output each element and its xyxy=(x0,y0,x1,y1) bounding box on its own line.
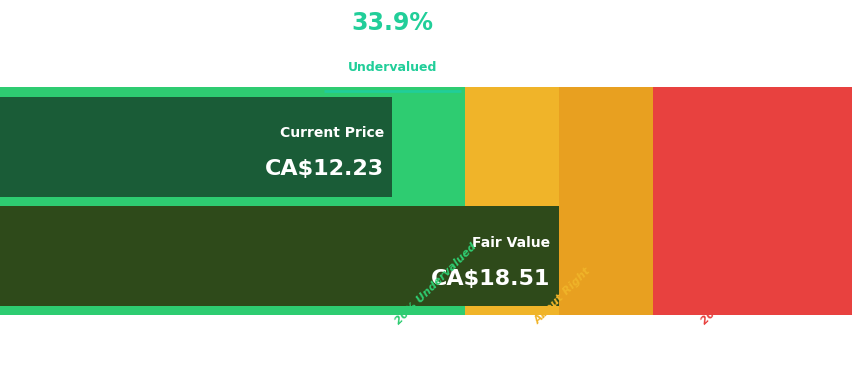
Bar xyxy=(0,87,464,315)
Text: CA$18.51: CA$18.51 xyxy=(430,269,550,289)
Bar xyxy=(0,206,558,306)
Text: 20% Overvalued: 20% Overvalued xyxy=(699,247,778,326)
Bar xyxy=(0,97,392,197)
Text: 33.9%: 33.9% xyxy=(351,11,433,35)
Text: 20% Undervalued: 20% Undervalued xyxy=(393,241,478,326)
Bar xyxy=(652,87,852,315)
Text: CA$12.23: CA$12.23 xyxy=(264,160,383,179)
Text: Current Price: Current Price xyxy=(279,127,383,140)
Text: Fair Value: Fair Value xyxy=(471,236,550,250)
Bar xyxy=(464,87,558,315)
Bar xyxy=(558,87,652,315)
Text: Undervalued: Undervalued xyxy=(348,61,436,74)
Text: About Right: About Right xyxy=(532,266,593,326)
